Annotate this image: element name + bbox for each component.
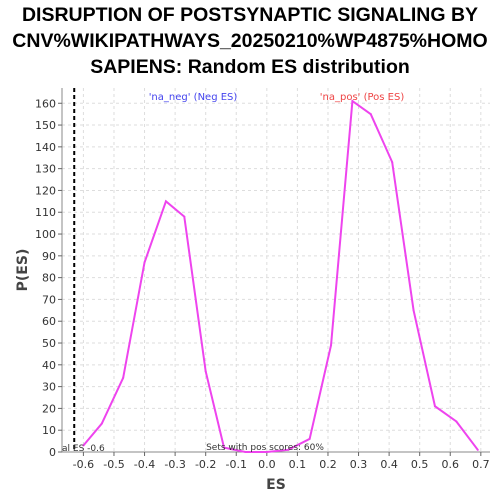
series-point [287, 448, 290, 451]
x-tick-label: 0.6 [442, 458, 460, 471]
chart-title-line-1: DISRUPTION OF POSTSYNAPTIC SIGNALING BY [21, 4, 479, 26]
series-point [330, 344, 333, 347]
series-point [122, 376, 125, 379]
x-tick-label: 0.3 [350, 458, 368, 471]
series-point [351, 100, 354, 103]
y-tick-label: 90 [42, 250, 56, 263]
es-distribution-series-line [82, 99, 479, 453]
series-point [412, 309, 415, 312]
y-tick-label: 100 [35, 228, 56, 241]
series-point [433, 405, 436, 408]
x-tick-label: -0.2 [195, 458, 216, 471]
series-point [244, 451, 247, 453]
x-tick-label: 0.1 [289, 458, 307, 471]
y-tick-label: 30 [42, 381, 56, 394]
y-tick-label: 80 [42, 272, 56, 285]
x-axis-label: ES [266, 477, 286, 493]
x-tick-label: -0.4 [134, 458, 155, 471]
series-points [82, 100, 479, 453]
y-tick-label: 50 [42, 337, 56, 350]
chart-title-line-3: SAPIENS: Random ES distribution [90, 56, 410, 78]
y-tick-label: 40 [42, 359, 56, 372]
y-tick-label: 140 [35, 141, 56, 154]
x-tick-label: -0.3 [164, 458, 185, 471]
series-point [476, 448, 479, 451]
grid-lines [62, 88, 490, 453]
chart-title-line-2: CNV%WIKIPATHWAYS_20250210%WP4875%HOMO [12, 30, 488, 52]
y-tick-label: 130 [35, 163, 56, 176]
pos-scores-label: Sets with pos scores: 60% [206, 443, 324, 453]
y-axis-label: P(ES) [15, 249, 31, 292]
y-tick-label: 110 [35, 206, 56, 219]
x-tick-label: 0.5 [411, 458, 429, 471]
x-tick-label: 0.7 [472, 458, 490, 471]
y-axis-ticks: 0 10 20 30 40 50 60 70 80 90 100 110 120 130 140 150 160 [35, 97, 62, 459]
y-tick-label: 20 [42, 402, 56, 415]
series-point [100, 422, 103, 425]
series-point [164, 200, 167, 203]
neg-es-label: 'na_neg' (Neg ES) [149, 92, 238, 103]
x-tick-label: 0.0 [258, 458, 276, 471]
pos-es-label: 'na_pos' (Pos ES) [320, 92, 405, 103]
x-tick-label: 0.2 [319, 458, 337, 471]
series-point [82, 444, 85, 447]
y-tick-label: 0 [49, 446, 56, 459]
series-point [204, 370, 207, 373]
y-tick-label: 120 [35, 184, 56, 197]
x-tick-label: 0.4 [380, 458, 398, 471]
series-point [308, 437, 311, 440]
series-point [391, 161, 394, 164]
chart-title: DISRUPTION OF POSTSYNAPTIC SIGNALING BY … [0, 2, 500, 80]
y-tick-label: 70 [42, 293, 56, 306]
y-tick-label: 10 [42, 424, 56, 437]
series-point [183, 215, 186, 218]
plot-area [62, 88, 490, 452]
series-point [265, 451, 268, 453]
series-point [143, 261, 146, 264]
x-tick-label: -0.6 [73, 458, 94, 471]
x-tick-label: -0.1 [226, 458, 247, 471]
series-point [223, 446, 226, 449]
y-tick-label: 60 [42, 315, 56, 328]
y-tick-label: 160 [35, 97, 56, 110]
y-tick-label: 150 [35, 119, 56, 132]
x-axis-ticks: -0.6 -0.5 -0.4 -0.3 -0.2 -0.1 0.0 0.1 0.2 0.3 0.4 0… [73, 452, 490, 471]
series-point [455, 420, 458, 423]
series-point [369, 113, 372, 116]
observed-es-label: al ES -0.6 [62, 444, 105, 454]
x-tick-label: -0.5 [103, 458, 124, 471]
